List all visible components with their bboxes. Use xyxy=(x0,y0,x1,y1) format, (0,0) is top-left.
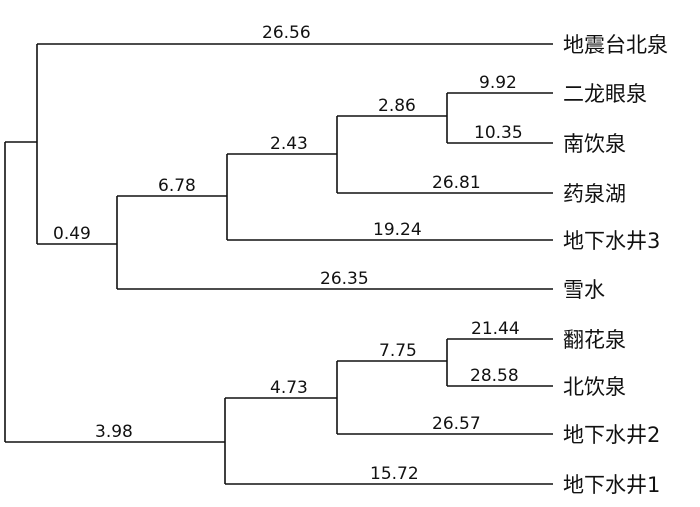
branch-length-well3: 19.24 xyxy=(373,220,422,240)
branch-length-well2: 26.57 xyxy=(432,414,481,434)
branch-length-cluster-c: 6.78 xyxy=(158,176,196,196)
leaf-label-erlongyan: 二龙眼泉 xyxy=(563,82,647,106)
branch-length-well1: 15.72 xyxy=(370,464,419,484)
leaf-label-beiyin: 北饮泉 xyxy=(563,375,626,399)
branch-length-cluster-g: 3.98 xyxy=(95,422,133,442)
branch-length-beiyin: 28.58 xyxy=(470,366,519,386)
branch-length-cluster-d: 0.49 xyxy=(53,224,91,244)
leaf-label-well3: 地下水井3 xyxy=(563,229,660,253)
branch-length-nanyin: 10.35 xyxy=(474,123,523,143)
branch-length-yaoquanhu: 26.81 xyxy=(432,173,481,193)
leaf-label-snow: 雪水 xyxy=(563,278,605,302)
leaf-label-fanhua: 翻花泉 xyxy=(563,328,626,352)
branch-length-snow: 26.35 xyxy=(320,269,369,289)
branch-length-cluster-b: 2.43 xyxy=(270,134,308,154)
branch-length-cluster-f: 4.73 xyxy=(270,378,308,398)
branch-length-erlongyan: 9.92 xyxy=(479,73,517,93)
branch-length-dizhentai: 26.56 xyxy=(262,23,311,43)
branch-length-fanhua: 21.44 xyxy=(471,319,520,339)
leaf-label-yaoquanhu: 药泉湖 xyxy=(563,182,626,206)
leaf-label-well2: 地下水井2 xyxy=(563,423,660,447)
branch-length-cluster-e: 7.75 xyxy=(379,341,417,361)
leaf-label-well1: 地下水井1 xyxy=(563,473,660,497)
leaf-label-dizhentai: 地震台北泉 xyxy=(563,33,668,57)
leaf-label-nanyin: 南饮泉 xyxy=(563,132,626,156)
branch-length-cluster-a: 2.86 xyxy=(378,96,416,116)
